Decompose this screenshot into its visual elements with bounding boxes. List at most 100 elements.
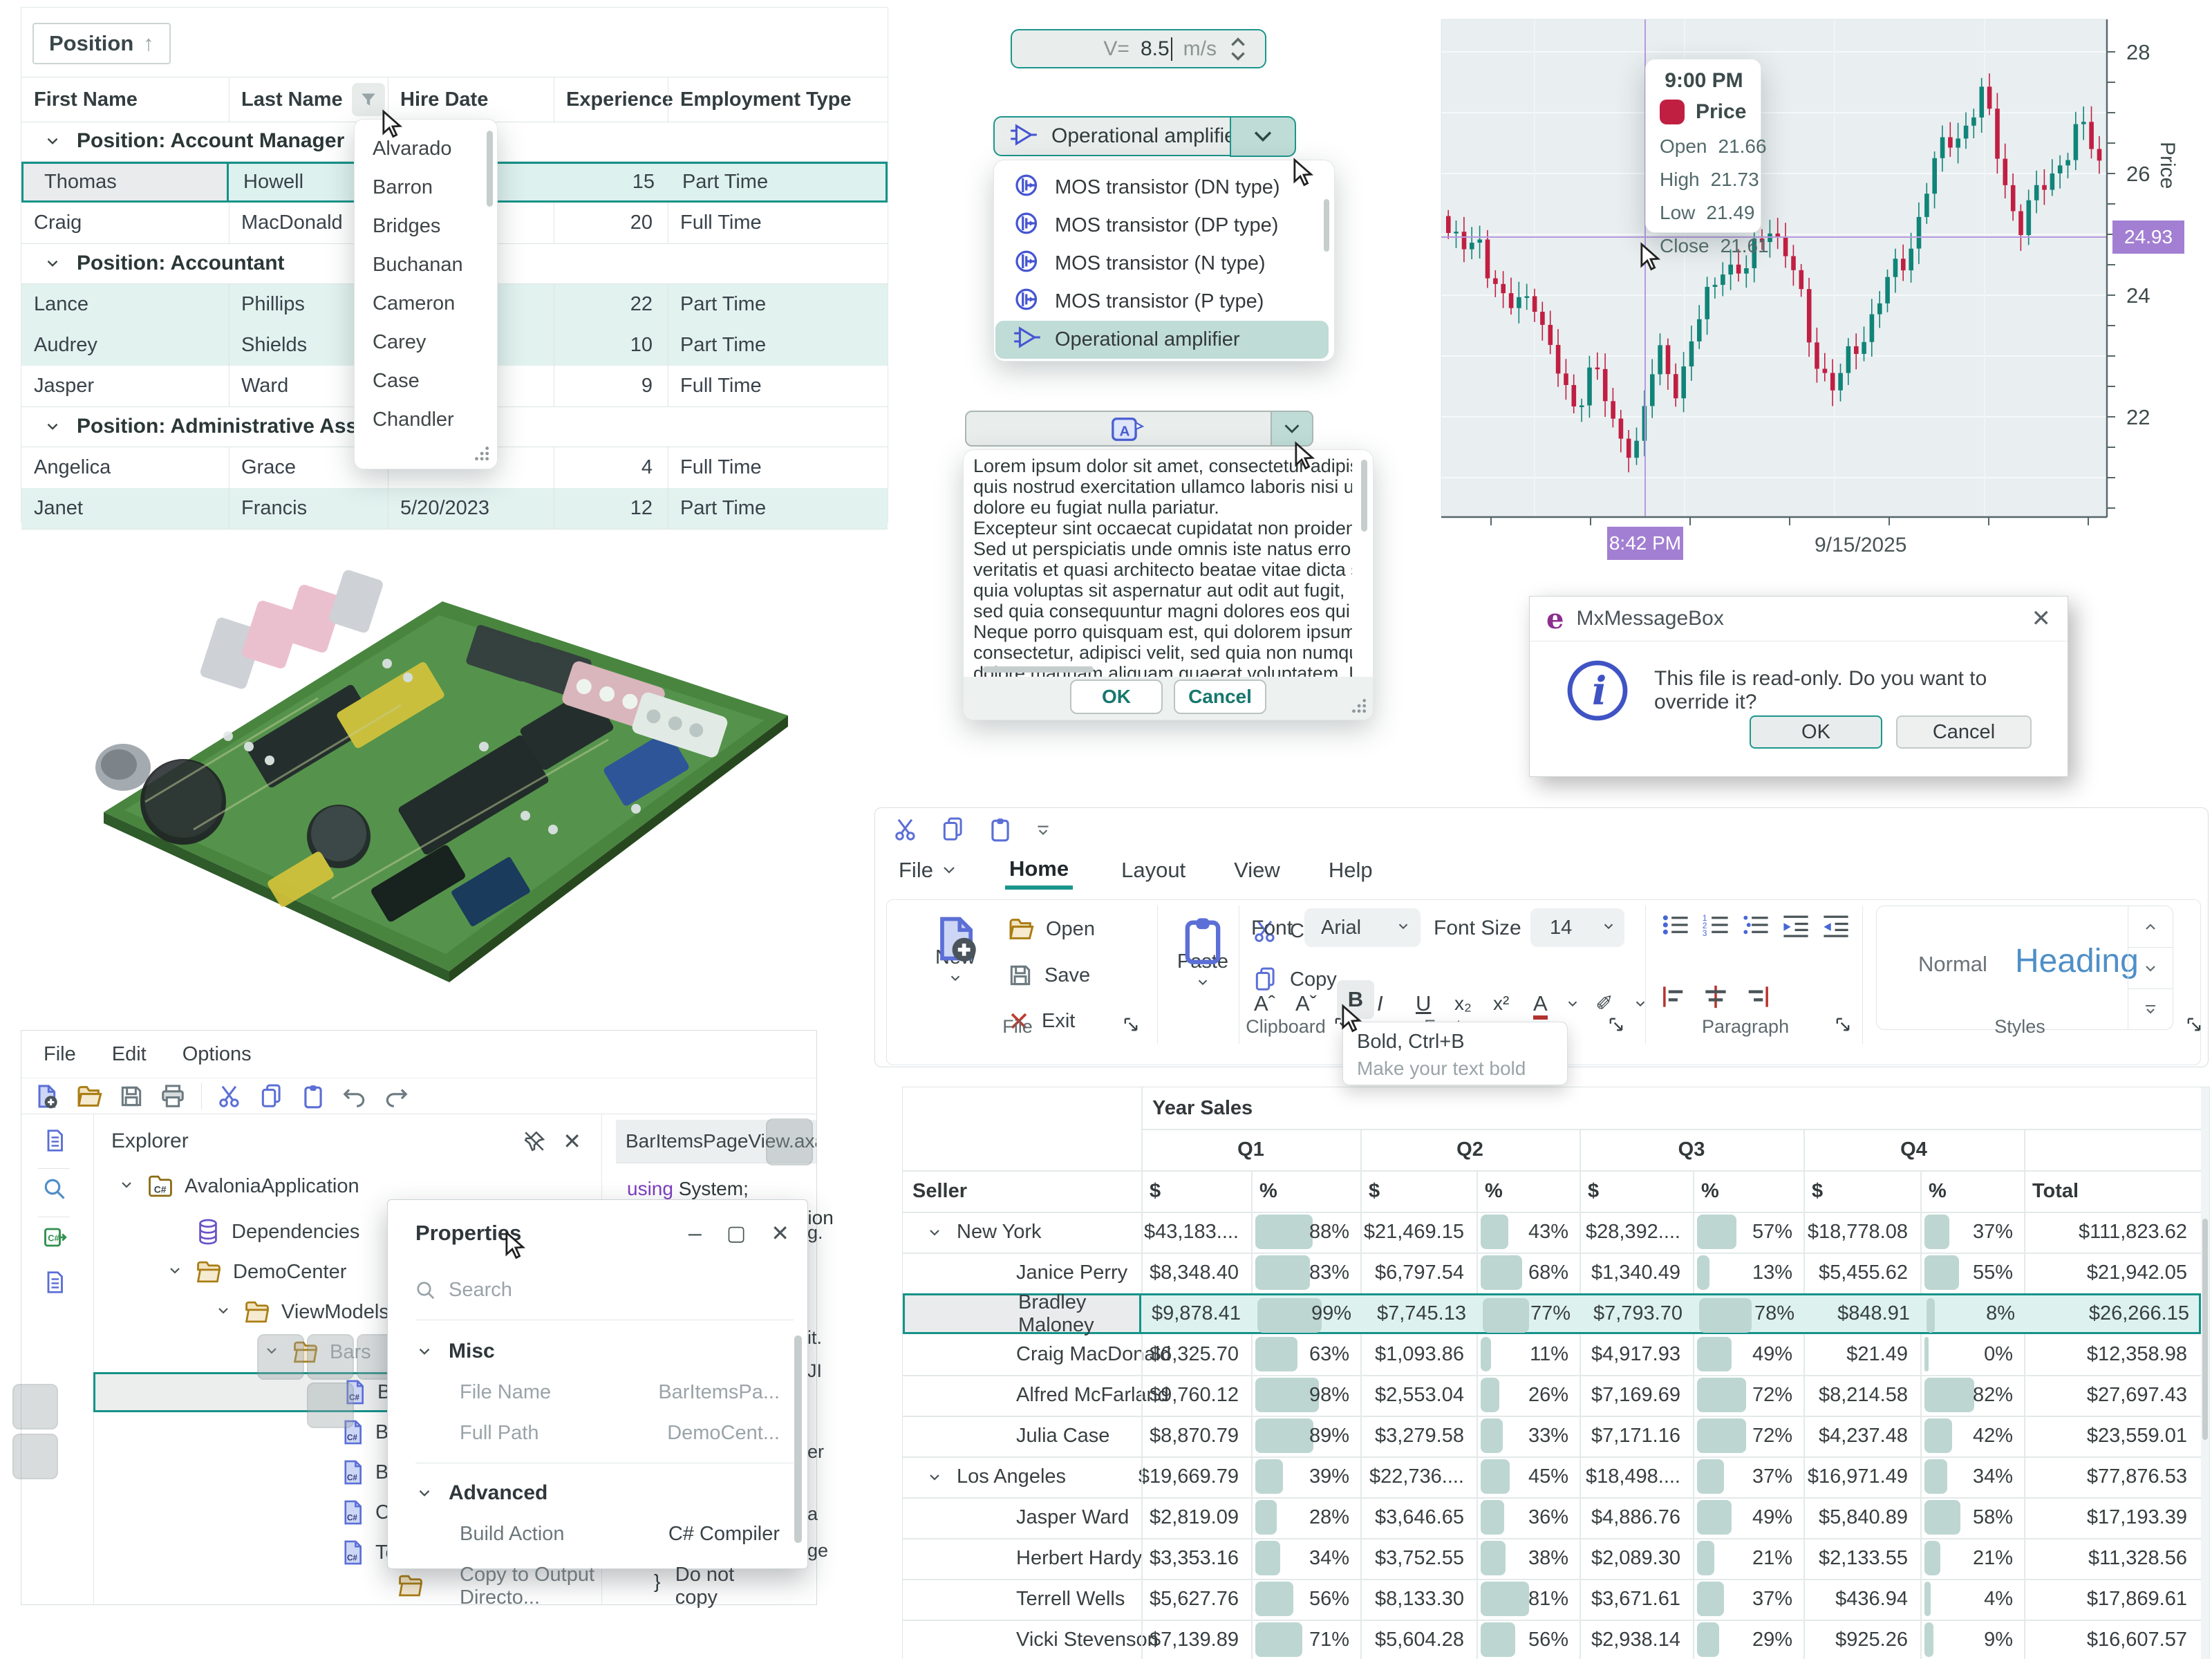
toolbar-cut-icon[interactable] [217,1083,243,1109]
filter-item[interactable]: Buchanan [373,253,463,276]
toolbar-redo-icon[interactable] [383,1083,409,1109]
seller-header[interactable]: Seller [912,1179,967,1202]
dropdown-item[interactable]: MOS transistor (P type) [995,283,1329,321]
font-size-select[interactable]: 14 [1530,908,1624,947]
pivot-data-row[interactable]: Bradley Maloney $9,878.41 99% $7,745.13 77% $… [903,1291,2201,1336]
toolbar-save-icon[interactable] [118,1083,144,1109]
combobox-dropdown-button[interactable] [1229,115,1296,157]
pivot-group-row[interactable]: New York $43,183.... 88% $21,469.15 43% $28,3… [903,1212,2201,1253]
editor-tab[interactable]: BarItemsPageView.axa [616,1120,816,1163]
pivot-data-row[interactable]: Craig MacDonald $6,325.70 63% $1,093.86 11% $… [903,1334,2201,1375]
subscript-button[interactable]: x₂ [1454,993,1472,1014]
year-sales-header[interactable]: Year Sales [1152,1096,1253,1119]
seller-name[interactable]: Craig MacDonald [1016,1343,1172,1365]
pivot-scrollbar-thumb[interactable] [2202,1219,2208,1440]
filter-item[interactable]: Barron [373,176,433,198]
msgbox-close-icon[interactable]: ✕ [2031,606,2052,632]
chevron-down-icon[interactable] [215,1302,232,1322]
memo-dropdown-button[interactable] [1271,412,1312,445]
superscript-button[interactable]: x² [1493,993,1510,1014]
seller-name[interactable]: Vicki Stevenson [1016,1629,1159,1651]
col-header-pct[interactable]: % [1259,1179,1277,1202]
dropdown-item[interactable]: MOS transistor (DN type) [995,169,1329,207]
ribbon-tab-file[interactable]: File [899,858,957,883]
memo-hscrollbar[interactable] [983,666,1094,673]
memo-text-area[interactable]: Lorem ipsum dolor sit amet, consectetur … [973,456,1352,678]
pivot-data-row[interactable]: Vicki Stevenson $7,139.89 71% $5,604.28 56% $… [903,1620,2201,1659]
quarter-header-Q1[interactable]: Q1 [1237,1138,1264,1161]
toolbar-open-folder-icon[interactable] [75,1082,103,1110]
chevron-down-icon[interactable] [167,1262,183,1282]
pin-icon[interactable] [523,1130,546,1153]
qat-qat-paste-icon[interactable] [987,816,1013,843]
ribbon-tab-help[interactable]: Help [1328,858,1373,882]
activitybar-document-icon[interactable] [42,1128,67,1153]
exit-button[interactable]: Exit [1007,1009,1075,1033]
filter-item[interactable]: Case [373,369,420,392]
col-header-dollar[interactable]: $ [1150,1179,1161,1202]
msgbox-cancel-button[interactable]: Cancel [1896,715,2032,749]
quarter-header-Q3[interactable]: Q3 [1678,1138,1705,1161]
memo-dropdown-editor[interactable]: A [965,411,1313,447]
font-color-button[interactable]: A [1533,984,1548,1023]
pivot-data-row[interactable]: Alfred McFarland $9,760.12 98% $2,553.04 26%… [903,1375,2201,1416]
filter-item[interactable]: Alvarado [373,137,452,160]
seller-name[interactable]: Herbert Hardy [1016,1547,1143,1569]
save-button[interactable]: Save [1007,962,1090,988]
section-advanced[interactable]: Advanced [449,1481,548,1504]
menu-edit[interactable]: Edit [111,1042,147,1065]
new-button[interactable]: New [921,907,990,989]
properties-search-field[interactable]: Search [415,1279,780,1302]
styles-up-button[interactable] [2128,906,2173,948]
highlight-button[interactable]: ✐ [1595,991,1613,1015]
filter-item[interactable]: Bridges [373,214,441,237]
dropdown-item[interactable]: MOS transistor (N type) [995,245,1329,283]
styles-expand-button[interactable] [2128,989,2173,1029]
filter-icon[interactable] [352,83,385,116]
bullet-list-button[interactable] [1660,911,1691,942]
property-row[interactable]: Build Action C# Compiler [460,1523,780,1545]
ribbon-tab-view[interactable]: View [1234,858,1280,882]
property-row[interactable]: File Name BarItemsPa... [460,1381,780,1403]
align-left-button[interactable] [1660,983,1691,1014]
memo-resize-grip-icon[interactable] [1349,696,1367,714]
tree-item-avaloniaapplication[interactable]: C# AvaloniaApplication [93,1166,595,1206]
code-line[interactable]: using System; [627,1178,749,1199]
component-combobox[interactable]: Operational amplifier [993,115,1296,157]
paste-button[interactable]: Paste [1170,907,1236,993]
toolbar-new-file-icon[interactable] [32,1082,60,1110]
seller-name[interactable]: Janice Perry [1016,1262,1128,1284]
pivot-data-row[interactable]: Herbert Hardy $3,353.16 34% $3,752.55 38% $2,… [903,1538,2201,1579]
qat-qat-copy-icon[interactable] [940,816,966,843]
toolbar-undo-icon[interactable] [341,1083,368,1109]
multilevel-list-button[interactable] [1741,911,1771,942]
shrink-font-button[interactable]: Aˇ [1295,991,1317,1015]
style-normal[interactable]: Normal [1918,952,1987,976]
column-header-experience[interactable]: Experience [566,88,673,111]
resize-grip-icon[interactable] [472,444,490,462]
col-header-dollar[interactable]: $ [1588,1179,1600,1202]
filter-item[interactable]: Carey [373,330,427,353]
dropdown-item[interactable]: Operational amplifier [995,321,1329,359]
col-header-dollar[interactable]: $ [1369,1179,1380,1202]
dropdown-item[interactable]: MOS transistor (DP type) [995,207,1329,245]
group-name[interactable]: New York [926,1212,1042,1253]
spinner-value[interactable]: 8.5 [1141,37,1172,61]
grow-font-button[interactable]: Aˆ [1254,991,1275,1015]
velocity-spin-editor[interactable]: V= 8.5 m/s [1011,29,1266,68]
memo-cancel-button[interactable]: Cancel [1174,679,1266,714]
activitybar-cs-export-icon[interactable]: C# [42,1225,67,1250]
tree-item-viewmodels[interactable]: ViewModels [93,1292,595,1332]
column-header-last-name[interactable]: Last Name [241,88,343,111]
font-family-select[interactable]: Arial [1304,908,1421,947]
seller-name[interactable]: Jasper Ward [1016,1506,1130,1528]
pivot-data-row[interactable]: Terrell Wells $5,627.76 56% $8,133.30 81% $3,… [903,1579,2201,1620]
group-name[interactable]: Los Angeles [926,1456,1066,1497]
table-row[interactable]: Janet Francis 5/20/2023 12 Part Time [21,488,888,529]
explorer-close-icon[interactable]: ✕ [563,1129,581,1154]
qat-qat-cut-icon[interactable] [893,816,919,843]
font-group-launcher-icon[interactable] [1606,1015,1626,1038]
file-group-launcher-icon[interactable] [1121,1015,1141,1038]
pivot-group-row[interactable]: Los Angeles $19,669.79 39% $22,736.... 45% $1… [903,1456,2201,1497]
